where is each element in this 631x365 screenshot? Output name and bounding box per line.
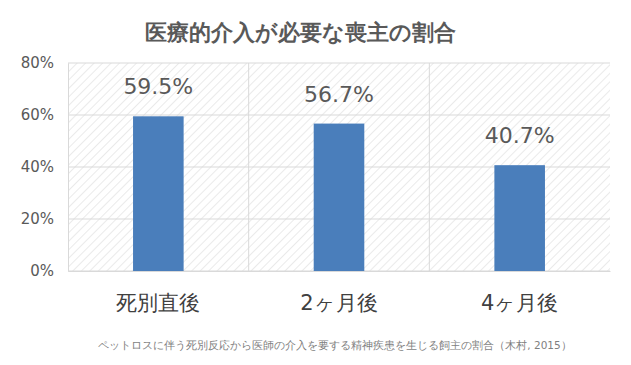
y-tick: 0%	[30, 262, 68, 280]
y-axis: 0% 20% 40% 60% 80%	[21, 54, 69, 280]
bar	[494, 165, 545, 271]
bar	[133, 116, 184, 271]
x-tick: 4ヶ月後	[481, 271, 558, 315]
y-tick: 40%	[21, 158, 68, 176]
x-tick-label: 死別直後	[116, 291, 200, 315]
x-axis: 死別直後 2ヶ月後 4ヶ月後	[69, 271, 611, 315]
caption: ペットロスに伴う死別反応から医師の介入を要する精神疾患を生じる飼主の割合（木村,…	[98, 339, 571, 352]
bars	[133, 116, 545, 271]
y-tick-label: 0%	[30, 262, 54, 280]
x-tick-label: 2ヶ月後	[300, 291, 377, 315]
y-tick: 80%	[21, 54, 68, 72]
plot: 0% 20% 40% 60% 80% 死別直後 2ヶ月後 4ヶ月後 59.5% 56.7% 40.7…	[21, 54, 611, 315]
y-tick-label: 40%	[21, 158, 54, 176]
y-tick-label: 80%	[21, 54, 54, 72]
data-label: 59.5%	[123, 74, 193, 99]
data-label: 40.7%	[485, 123, 555, 148]
y-tick-label: 60%	[21, 106, 54, 124]
plot-background	[68, 63, 610, 271]
data-label: 56.7%	[304, 82, 374, 107]
chart: 医療的介入が必要な喪主の割合 0% 20% 40% 60% 80% 死別直後 2ヶ月後 4ヶ月後…	[0, 0, 631, 365]
title: 医療的介入が必要な喪主の割合	[145, 20, 456, 45]
y-axis-line	[68, 64, 69, 272]
y-tick: 60%	[21, 106, 68, 124]
x-tick-label: 4ヶ月後	[481, 291, 558, 315]
y-tick: 20%	[21, 210, 68, 228]
data-labels: 59.5% 56.7% 40.7%	[123, 74, 554, 148]
grid-line	[68, 63, 610, 64]
grid-line	[68, 115, 610, 116]
x-tick: 2ヶ月後	[300, 271, 377, 315]
x-axis-line	[69, 271, 611, 272]
x-tick: 死別直後	[116, 271, 200, 315]
bar	[314, 124, 365, 271]
y-tick-label: 20%	[21, 210, 54, 228]
grid	[68, 63, 610, 271]
